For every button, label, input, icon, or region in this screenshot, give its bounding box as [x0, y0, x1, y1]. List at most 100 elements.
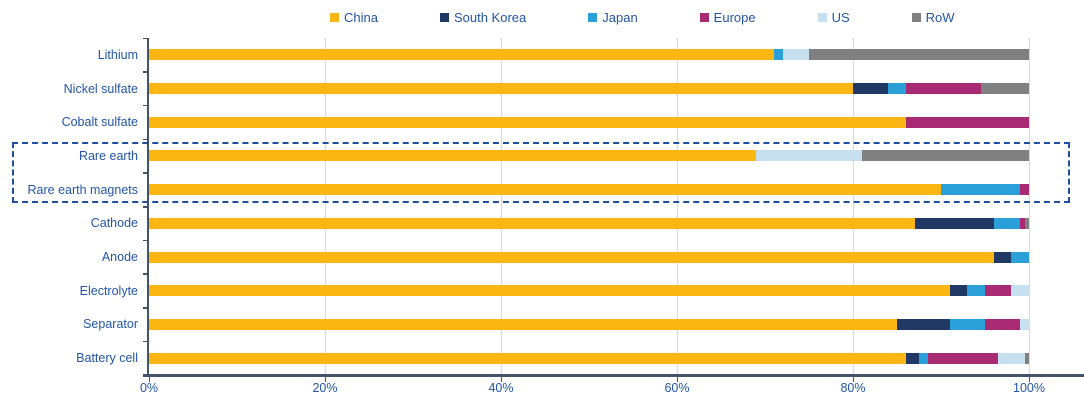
bar-row-rare-earth — [149, 139, 1029, 173]
bar-segment-row — [808, 49, 1029, 61]
x-axis-tick — [500, 376, 502, 382]
bar-segment-europe — [1020, 217, 1025, 229]
legend-item-japan: Japan — [588, 10, 638, 25]
y-axis-tick — [143, 138, 149, 141]
y-axis-tick — [143, 37, 149, 39]
bar-row-lithium — [149, 38, 1029, 72]
bar-segment-row — [1024, 352, 1029, 364]
bar-segment-japan — [949, 318, 985, 330]
bar-segment-japan — [941, 184, 1021, 196]
x-axis-label-0: 0% — [139, 381, 159, 395]
y-axis-tick — [143, 104, 149, 107]
category-label-cathode: Cathode — [90, 216, 138, 231]
plot-area — [149, 38, 1030, 375]
stacked-bar — [149, 217, 1029, 229]
stacked-bar — [149, 83, 1029, 95]
bar-row-nickel-sulfate — [149, 72, 1029, 106]
x-axis-line — [143, 374, 1084, 377]
legend-item-row: RoW — [911, 10, 955, 25]
legend-label: South Korea — [453, 10, 527, 25]
bar-row-rare-earth-magnets — [149, 173, 1029, 207]
gridline-100 — [1028, 38, 1030, 375]
bar-segment-china — [149, 116, 906, 128]
legend-item-us: US — [817, 10, 850, 25]
bar-row-separator — [149, 308, 1029, 342]
bar-segment-south-korea — [949, 285, 968, 297]
bar-segment-china — [149, 352, 906, 364]
stacked-bar — [149, 318, 1029, 330]
x-axis-label-100: 100% — [1013, 381, 1045, 395]
y-axis-tick — [143, 374, 149, 376]
bar-segment-china — [149, 251, 994, 263]
y-axis-tick — [143, 172, 149, 174]
bar-segment-japan — [918, 352, 928, 364]
bar-segment-china — [149, 49, 774, 61]
bar-row-battery-cell — [149, 341, 1029, 375]
bar-row-cathode — [149, 207, 1029, 241]
bar-segment-europe — [984, 285, 1012, 297]
gridline-60 — [676, 38, 678, 375]
bar-segment-europe — [984, 318, 1021, 330]
bar-segment-us — [756, 150, 862, 162]
x-axis-label-20: 20% — [312, 381, 338, 395]
x-axis-tick — [324, 376, 326, 382]
bar-row-electrolyte — [149, 274, 1029, 308]
stacked-bar — [149, 49, 1029, 61]
legend-label: US — [831, 10, 850, 25]
bar-segment-china — [149, 150, 757, 162]
bar-row-anode — [149, 240, 1029, 274]
bar-segment-row — [1024, 217, 1029, 229]
bar-segment-south-korea — [905, 352, 919, 364]
bar-segment-japan — [888, 83, 906, 95]
y-axis-tick — [143, 71, 149, 73]
x-axis-label-40: 40% — [488, 381, 514, 395]
x-axis-label-60: 60% — [664, 381, 690, 395]
legend-item-south-korea: South Korea — [439, 10, 527, 25]
bar-segment-china — [149, 285, 950, 297]
bar-segment-us — [998, 352, 1025, 364]
bar-segment-europe — [905, 83, 981, 95]
bar-segment-europe — [1020, 184, 1029, 196]
stacked-bar — [149, 116, 1029, 128]
y-axis-tick — [143, 239, 149, 242]
bar-segment-europe — [905, 116, 1029, 128]
bar-segment-us — [1011, 285, 1029, 297]
bar-segment-japan — [773, 49, 783, 61]
category-label-rare-earth: Rare earth — [78, 148, 138, 163]
category-label-separator: Separator — [83, 317, 138, 332]
bar-row-cobalt-sulfate — [149, 105, 1029, 139]
legend-swatch-japan — [588, 13, 598, 22]
legend-swatch-south-korea — [439, 13, 449, 22]
gridline-80 — [852, 38, 854, 375]
legend-item-china: China — [330, 10, 378, 25]
x-axis-tick — [676, 376, 678, 382]
stacked-bar — [149, 184, 1029, 196]
category-label-cobalt-sulfate: Cobalt sulfate — [61, 115, 138, 130]
bar-segment-china — [149, 83, 853, 95]
gridline-40 — [500, 38, 502, 375]
category-label-rare-earth-magnets: Rare earth magnets — [27, 182, 138, 197]
legend-label: RoW — [925, 10, 955, 25]
highlight-box — [12, 142, 1070, 203]
bar-segment-europe — [927, 352, 999, 364]
legend-swatch-row — [911, 13, 921, 22]
legend: China South Korea Japan Europe US RoW — [330, 10, 955, 25]
stacked-bar — [149, 150, 1029, 162]
legend-item-europe: Europe — [699, 10, 756, 25]
x-axis-tick — [1028, 376, 1030, 382]
y-axis-tick — [143, 307, 149, 309]
bar-segment-china — [149, 217, 915, 229]
bar-segment-japan — [967, 285, 985, 297]
bar-segment-china — [149, 184, 941, 196]
category-label-battery-cell: Battery cell — [76, 351, 138, 366]
bar-segment-japan — [1011, 251, 1029, 263]
legend-label: Japan — [602, 10, 638, 25]
gridline-20 — [324, 38, 326, 375]
legend-swatch-china — [330, 13, 339, 22]
legend-swatch-us — [817, 13, 827, 22]
bar-segment-china — [149, 318, 897, 330]
bar-segment-us — [782, 49, 809, 61]
stacked-bar — [149, 251, 1029, 263]
category-label-nickel-sulfate: Nickel sulfate — [63, 81, 138, 96]
